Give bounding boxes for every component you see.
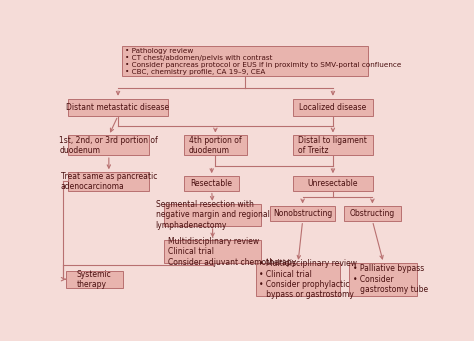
Text: Unresectable: Unresectable <box>308 179 358 188</box>
FancyBboxPatch shape <box>344 206 401 221</box>
FancyBboxPatch shape <box>349 263 418 296</box>
Text: Distal to ligament
of Treitz: Distal to ligament of Treitz <box>299 136 367 155</box>
FancyBboxPatch shape <box>122 46 368 76</box>
FancyBboxPatch shape <box>66 271 123 288</box>
Text: Nonobstructing: Nonobstructing <box>273 209 332 218</box>
FancyBboxPatch shape <box>292 99 374 116</box>
FancyBboxPatch shape <box>292 176 374 191</box>
Text: Segmental resection with
negative margin and regional
lymphadenectomy: Segmental resection with negative margin… <box>155 200 270 230</box>
Text: • Palliative bypass
• Consider
   gastrostomy tube: • Palliative bypass • Consider gastrosto… <box>353 264 428 294</box>
FancyBboxPatch shape <box>68 99 168 116</box>
Text: Treat same as pancreatic
adenocarcinoma: Treat same as pancreatic adenocarcinoma <box>61 172 157 191</box>
Text: • Pathology review
• CT chest/abdomen/pelvis with contrast
• Consider pancreas p: • Pathology review • CT chest/abdomen/pe… <box>125 48 402 75</box>
FancyBboxPatch shape <box>256 263 340 296</box>
FancyBboxPatch shape <box>184 135 246 155</box>
Text: 1st, 2nd, or 3rd portion of
duodenum: 1st, 2nd, or 3rd portion of duodenum <box>59 136 158 155</box>
FancyBboxPatch shape <box>164 204 261 226</box>
Text: Systemic
therapy: Systemic therapy <box>77 269 112 289</box>
FancyBboxPatch shape <box>164 240 261 263</box>
Text: 4th portion of
duodenum: 4th portion of duodenum <box>189 136 242 155</box>
FancyBboxPatch shape <box>68 135 149 155</box>
FancyBboxPatch shape <box>68 172 149 191</box>
Text: Multidisciplinary review
Clinical trial
Consider adjuvant chemotherapy: Multidisciplinary review Clinical trial … <box>168 237 296 267</box>
Text: • Multidisciplinary review
• Clinical trial
• Consider prophylactic
   bypass or: • Multidisciplinary review • Clinical tr… <box>259 259 357 299</box>
FancyBboxPatch shape <box>271 206 335 221</box>
FancyBboxPatch shape <box>292 135 374 155</box>
Text: Resectable: Resectable <box>191 179 233 188</box>
Text: Obstructing: Obstructing <box>350 209 395 218</box>
FancyBboxPatch shape <box>184 176 239 191</box>
Text: Distant metastatic disease: Distant metastatic disease <box>66 103 170 112</box>
Text: Localized disease: Localized disease <box>299 103 366 112</box>
